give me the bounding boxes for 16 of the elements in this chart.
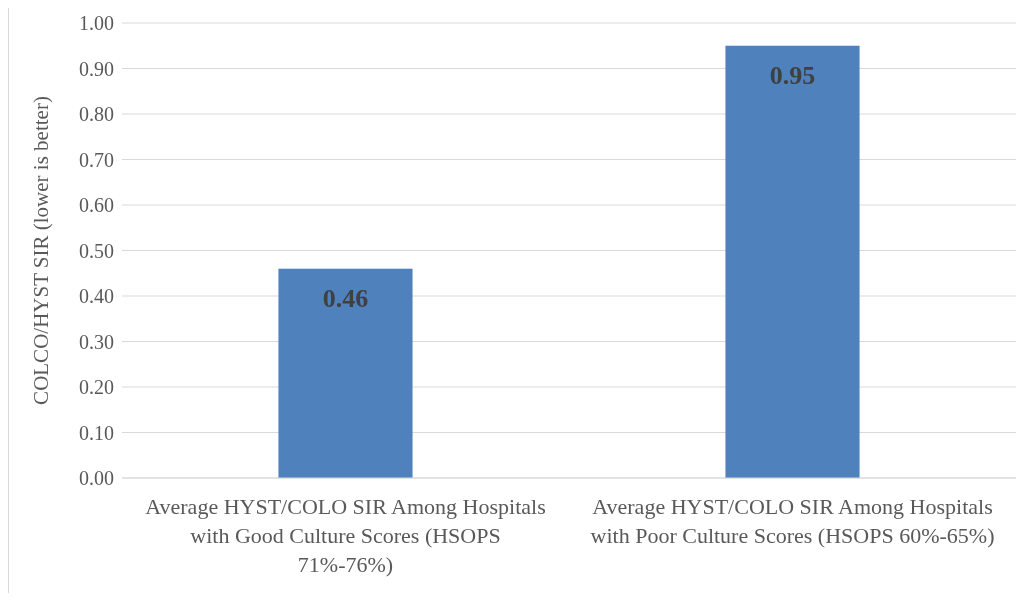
y-tick-label: 0.00 [79,467,114,489]
y-tick-label: 0.70 [79,148,114,171]
x-tick-label: Average HYST/COLO SIR Among Hospitals with Poor Culture Scores (HSOPS 60%-65%) [590,494,995,548]
x-tick-label: Average HYST/COLO SIR Among Hospitals with Good Culture Scores (HSOPS 71%-76%) [145,494,546,577]
y-axis-title: COLCO/HYST SIR (lower is better) [29,96,53,405]
data-label: 0.95 [769,60,816,90]
y-tick-label: 1.00 [79,12,114,34]
data-label: 0.46 [322,283,369,313]
y-tick-label: 0.20 [79,376,114,398]
y-tick-label: 0.10 [79,421,114,444]
y-tick-label: 0.90 [79,57,114,80]
y-tick-label: 0.30 [79,330,114,353]
y-tick-label: 0.40 [79,285,114,307]
y-tick-label: 0.50 [79,239,114,262]
y-tick-label: 0.80 [79,103,114,125]
y-tick-label: 0.60 [79,194,114,216]
